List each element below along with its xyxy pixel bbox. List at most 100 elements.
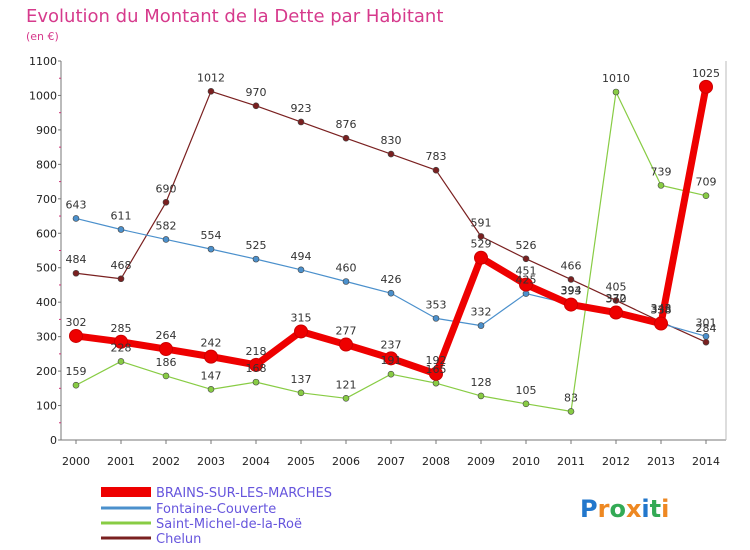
data-label-chelun: 690 bbox=[156, 182, 177, 195]
data-point-chelun bbox=[477, 233, 485, 240]
data-label-fontaine-couverte: 460 bbox=[336, 262, 357, 275]
data-label-saint-michel-de-la-roe: 228 bbox=[111, 341, 132, 354]
data-label-chelun: 923 bbox=[291, 102, 312, 115]
x-tick-label: 2006 bbox=[332, 455, 360, 468]
data-point-brains-sur-les-marches bbox=[204, 349, 218, 364]
data-point-chelun bbox=[162, 198, 170, 206]
data-point-chelun bbox=[342, 134, 350, 142]
x-tick-label: 2008 bbox=[422, 455, 450, 468]
data-point-brains-sur-les-marches bbox=[114, 334, 128, 349]
data-point-chelun bbox=[432, 166, 440, 174]
data-label-brains-sur-les-marches: 529 bbox=[471, 238, 492, 251]
data-label-saint-michel-de-la-roe: 1010 bbox=[602, 72, 630, 85]
data-label-fontaine-couverte: 554 bbox=[201, 229, 222, 242]
data-label-chelun: 468 bbox=[111, 259, 132, 272]
data-point-saint-michel-de-la-roe bbox=[657, 182, 665, 189]
series-layer bbox=[69, 79, 713, 415]
data-label-chelun: 1012 bbox=[197, 71, 225, 84]
logo: Proxiti bbox=[580, 495, 669, 523]
chart-subtitle: (en €) bbox=[26, 30, 59, 43]
x-tick-label: 2000 bbox=[62, 455, 90, 468]
data-label-saint-michel-de-la-roe: 83 bbox=[564, 391, 578, 404]
data-point-saint-michel-de-la-roe bbox=[162, 372, 170, 380]
x-tick-label: 2012 bbox=[602, 455, 630, 468]
data-label-fontaine-couverte: 494 bbox=[291, 250, 312, 263]
legend-label-fontaine-couverte: Fontaine-Couverte bbox=[156, 502, 276, 517]
data-label-fontaine-couverte: 643 bbox=[66, 198, 87, 211]
x-tick-label: 2001 bbox=[107, 455, 135, 468]
data-label-brains-sur-les-marches: 370 bbox=[606, 293, 627, 306]
data-label-chelun: 591 bbox=[471, 216, 492, 229]
legend-label-brains-sur-les-marches: BRAINS-SUR-LES-MARCHES bbox=[156, 486, 332, 501]
data-point-chelun bbox=[702, 338, 710, 346]
legend-swatch-saint-michel-de-la-roe bbox=[101, 521, 151, 525]
data-label-chelun: 970 bbox=[246, 86, 267, 99]
data-label-saint-michel-de-la-roe: 186 bbox=[156, 356, 177, 369]
data-point-saint-michel-de-la-roe bbox=[432, 379, 440, 387]
data-label-brains-sur-les-marches: 302 bbox=[66, 316, 87, 329]
data-point-chelun bbox=[612, 297, 620, 304]
y-tick-label: 700 bbox=[36, 193, 57, 206]
data-label-chelun: 830 bbox=[381, 134, 402, 147]
data-point-fontaine-couverte bbox=[297, 266, 305, 274]
data-label-chelun: 526 bbox=[516, 239, 537, 252]
data-point-fontaine-couverte bbox=[477, 322, 485, 329]
data-point-chelun bbox=[207, 88, 215, 95]
x-tick-label: 2010 bbox=[512, 455, 540, 468]
data-label-fontaine-couverte: 582 bbox=[156, 219, 177, 232]
data-label-brains-sur-les-marches: 264 bbox=[156, 329, 177, 342]
data-point-saint-michel-de-la-roe bbox=[252, 378, 260, 386]
y-tick-label: 600 bbox=[36, 227, 57, 240]
legend: BRAINS-SUR-LES-MARCHESFontaine-CouverteS… bbox=[101, 486, 332, 547]
data-label-chelun: 783 bbox=[426, 150, 447, 163]
legend-swatch-fontaine-couverte bbox=[101, 506, 151, 510]
y-tick-label: 300 bbox=[36, 331, 57, 344]
x-tick-label: 2002 bbox=[152, 455, 180, 468]
data-label-chelun: 343 bbox=[651, 302, 672, 315]
legend-swatch-chelun bbox=[101, 536, 151, 540]
data-label-brains-sur-les-marches: 192 bbox=[426, 354, 447, 367]
data-point-saint-michel-de-la-roe bbox=[72, 381, 80, 389]
x-tick-label: 2004 bbox=[242, 455, 270, 468]
data-label-chelun: 484 bbox=[66, 253, 87, 266]
data-label-fontaine-couverte: 332 bbox=[471, 306, 492, 319]
data-point-chelun bbox=[117, 275, 125, 283]
data-label-fontaine-couverte: 353 bbox=[426, 298, 447, 311]
data-label-fontaine-couverte: 426 bbox=[381, 273, 402, 286]
data-label-fontaine-couverte: 611 bbox=[111, 209, 132, 222]
data-label-chelun: 405 bbox=[606, 280, 627, 293]
data-label-brains-sur-les-marches: 218 bbox=[246, 345, 267, 358]
y-tick-label: 100 bbox=[36, 400, 57, 413]
y-tick-label: 900 bbox=[36, 124, 57, 137]
data-point-brains-sur-les-marches bbox=[519, 277, 533, 292]
x-tick-label: 2003 bbox=[197, 455, 225, 468]
data-labels-layer: 484 468 690 1012 970 923 876 830 783 591 526 466 405… bbox=[66, 67, 721, 405]
data-label-fontaine-couverte: 425 bbox=[516, 274, 537, 287]
data-point-saint-michel-de-la-roe bbox=[522, 400, 530, 408]
y-tick-label: 500 bbox=[36, 262, 57, 275]
y-tick-label: 200 bbox=[36, 365, 57, 378]
y-tick-label: 400 bbox=[36, 296, 57, 309]
data-point-brains-sur-les-marches bbox=[429, 366, 443, 381]
data-point-brains-sur-les-marches bbox=[249, 357, 263, 372]
data-point-fontaine-couverte bbox=[162, 236, 170, 243]
data-point-brains-sur-les-marches bbox=[609, 305, 623, 320]
data-label-chelun: 876 bbox=[336, 118, 357, 131]
data-point-brains-sur-les-marches bbox=[159, 342, 173, 357]
data-label-brains-sur-les-marches: 451 bbox=[516, 265, 537, 278]
data-label-chelun: 466 bbox=[561, 259, 582, 272]
y-tick-label: 800 bbox=[36, 158, 57, 171]
y-tick-label: 1000 bbox=[29, 89, 57, 102]
data-label-saint-michel-de-la-roe: 739 bbox=[651, 165, 672, 178]
data-point-saint-michel-de-la-roe bbox=[342, 395, 350, 402]
data-point-brains-sur-les-marches bbox=[699, 79, 713, 94]
data-label-chelun: 284 bbox=[696, 322, 717, 335]
proxiti-logo: Proxiti bbox=[580, 495, 669, 523]
x-tick-label: 2011 bbox=[557, 455, 585, 468]
data-point-saint-michel-de-la-roe bbox=[387, 370, 395, 378]
data-point-fontaine-couverte bbox=[207, 245, 215, 253]
data-label-saint-michel-de-la-roe: 159 bbox=[66, 365, 87, 378]
data-point-chelun bbox=[297, 118, 305, 126]
data-point-brains-sur-les-marches bbox=[564, 297, 578, 312]
